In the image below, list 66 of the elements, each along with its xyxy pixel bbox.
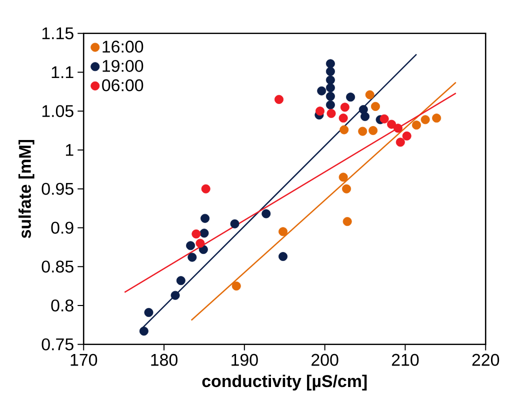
point	[139, 326, 148, 336]
point	[192, 229, 201, 238]
point	[346, 92, 356, 102]
point	[326, 66, 335, 76]
point	[232, 282, 241, 291]
point	[370, 102, 380, 111]
point	[326, 76, 335, 85]
x-tick-label: 180	[151, 354, 178, 366]
point	[380, 114, 389, 124]
legend-label: 19:00	[102, 60, 144, 72]
y-tick-label: 0.8	[51, 299, 74, 312]
y-tick-label: 0.85	[42, 260, 74, 273]
point	[262, 209, 271, 218]
point	[340, 102, 350, 112]
point	[200, 228, 209, 238]
x-axis-title: conductivity [µS/cm]	[202, 374, 367, 390]
y-tick-label: 0.95	[42, 182, 74, 195]
point	[342, 184, 352, 194]
point	[432, 114, 442, 123]
point	[387, 120, 396, 129]
x-tick-label: 210	[392, 354, 419, 366]
point	[340, 125, 349, 134]
y-tick-label: 1	[66, 144, 74, 156]
point	[338, 172, 348, 182]
point	[326, 83, 335, 92]
point	[315, 106, 324, 116]
legend-label: 16:00	[102, 40, 144, 53]
point	[230, 219, 240, 228]
y-tick-label: 1.1	[52, 66, 74, 78]
point	[170, 290, 180, 300]
point	[396, 138, 405, 147]
point	[326, 92, 335, 101]
y-tick-label: 1.15	[42, 27, 74, 40]
point	[317, 86, 326, 96]
point	[360, 112, 370, 122]
x-tick-label: 190	[232, 354, 258, 366]
point	[326, 59, 335, 68]
x-tick-label: 220	[472, 354, 500, 366]
point	[201, 184, 210, 194]
point	[342, 217, 352, 226]
point	[196, 238, 205, 248]
point	[200, 214, 210, 223]
x-tick-label: 170	[70, 354, 98, 366]
point	[420, 115, 430, 124]
point	[412, 120, 421, 130]
point	[278, 227, 288, 236]
y-tick-label: 1.05	[42, 105, 74, 118]
point	[368, 126, 378, 136]
point	[326, 100, 335, 110]
point	[176, 276, 186, 286]
point	[338, 114, 348, 123]
point	[402, 131, 412, 140]
point	[365, 90, 374, 100]
legend-label: 06:00	[102, 79, 144, 92]
point	[278, 252, 288, 261]
point	[274, 94, 284, 104]
y-tick-label: 0.75	[42, 338, 74, 350]
point	[326, 108, 336, 118]
x-tick-label: 200	[312, 354, 338, 366]
point	[186, 241, 196, 250]
point	[144, 308, 154, 317]
y-axis-title: sulfate [mM]	[18, 140, 34, 238]
point	[358, 126, 368, 136]
point	[393, 124, 402, 133]
y-tick-label: 0.9	[51, 222, 74, 234]
point	[188, 252, 197, 262]
